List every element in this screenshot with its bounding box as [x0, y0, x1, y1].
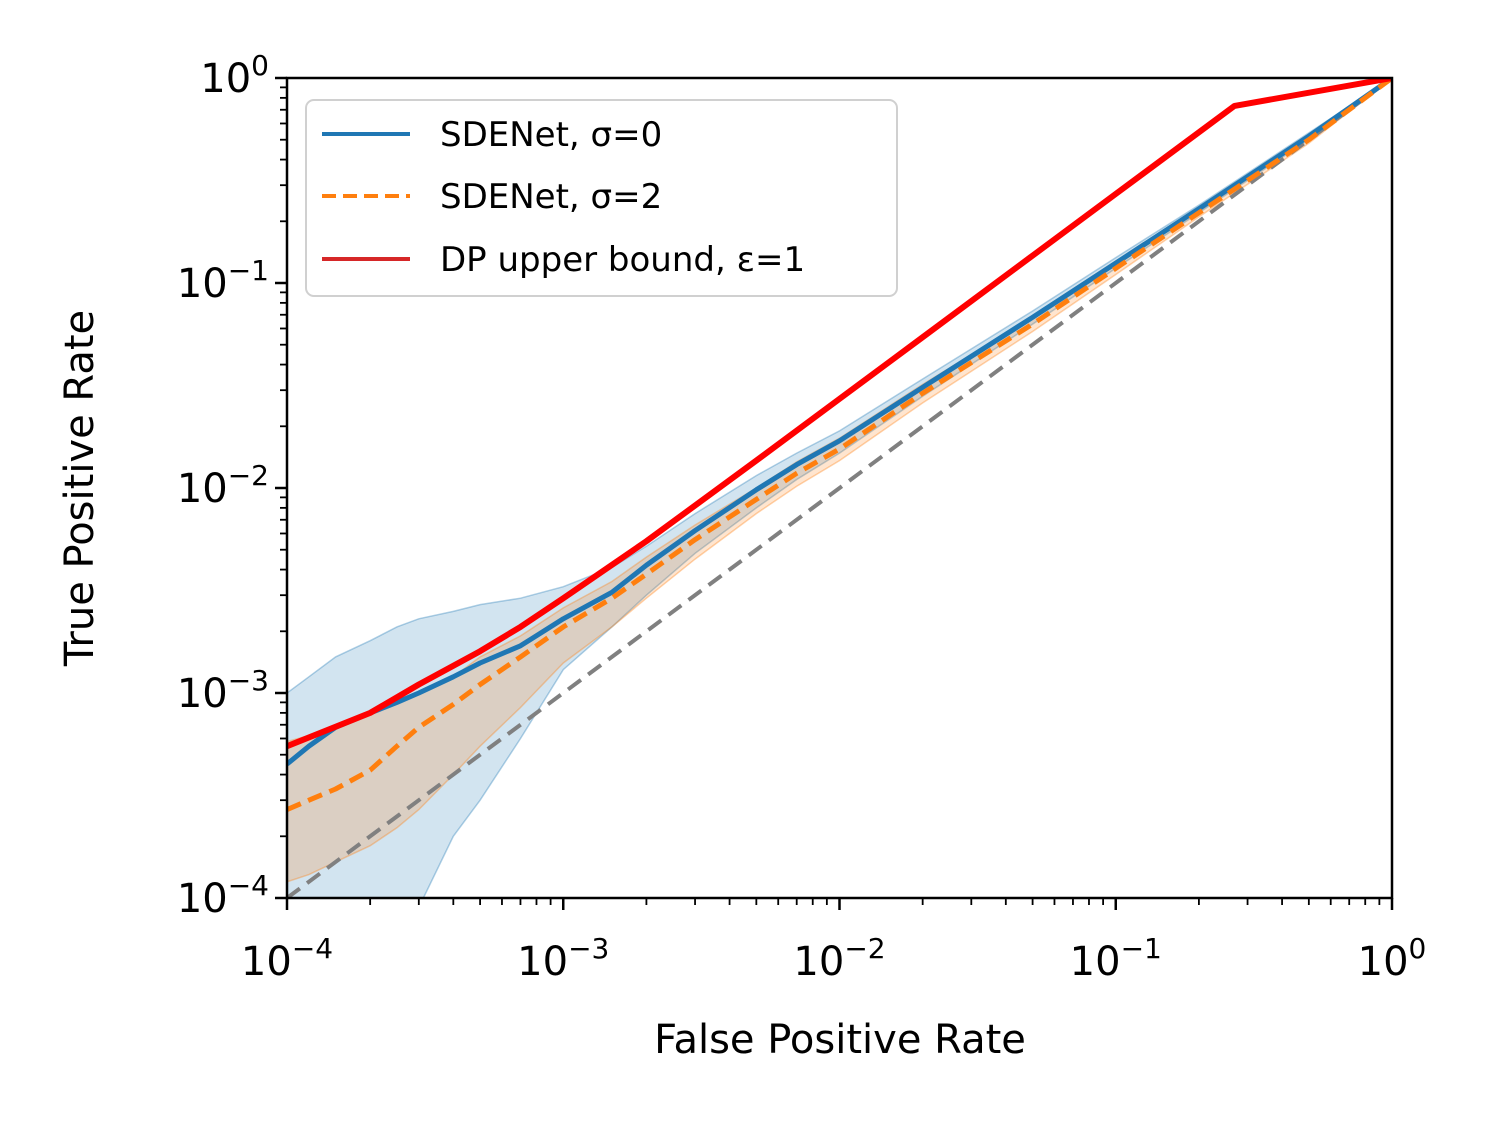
axis-ticks: 10−4 10−4 10−3 10−3 10−2 10−2 10−1 10−1 100 100 — [177, 49, 1427, 985]
y-tick-label: 10−4 — [177, 869, 269, 922]
y-tick-label: 10−1 — [177, 254, 269, 307]
x-tick-label: 10−3 — [517, 932, 609, 985]
x-tick-label: 100 — [1358, 932, 1427, 985]
x-axis-label: False Positive Rate — [654, 1017, 1026, 1063]
series-line-dp-bound — [287, 78, 1392, 749]
y-tick-label: 10−2 — [177, 459, 269, 512]
x-tick-label: 10−1 — [1070, 932, 1162, 985]
y-axis-label: True Positive Rate — [57, 310, 103, 667]
series-lines — [287, 78, 1392, 898]
diagonal-reference-line — [287, 78, 1392, 898]
y-tick-label: 100 — [200, 49, 269, 102]
legend-label-sdenet-sigma2: SDENet, σ=2 — [440, 177, 662, 217]
legend: SDENet, σ=0 SDENet, σ=2 DP upper bound, … — [305, 99, 898, 297]
legend-label-sdenet-sigma0: SDENet, σ=0 — [440, 115, 662, 155]
y-tick-label: 10−3 — [177, 664, 269, 717]
legend-label-dp-bound: DP upper bound, ε=1 — [440, 240, 805, 280]
x-tick-label: 10−4 — [241, 932, 333, 985]
x-tick-label: 10−2 — [793, 932, 885, 985]
legend-box — [305, 99, 898, 297]
